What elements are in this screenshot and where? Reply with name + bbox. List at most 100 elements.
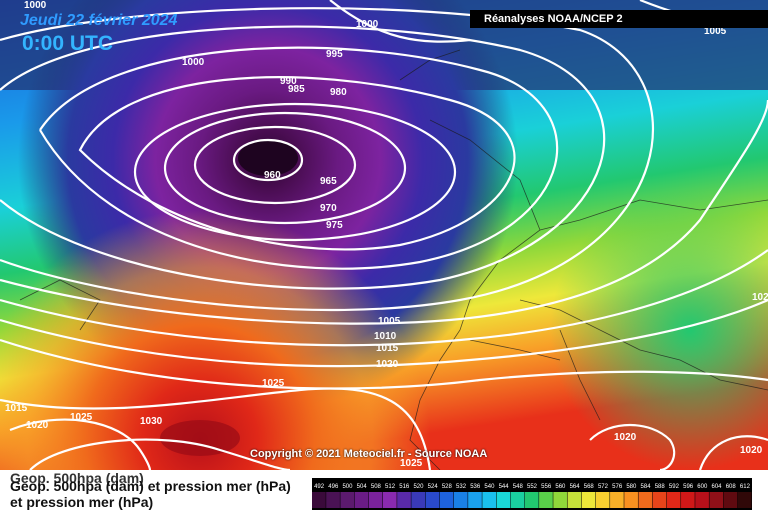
color-scale-label: 564 (570, 484, 581, 490)
coastlines (19, 49, 768, 471)
color-scale-swatch (326, 492, 340, 508)
color-scale-label: 520 (413, 484, 424, 490)
isobar-label: 1020 (614, 432, 637, 443)
color-scale-label: 596 (683, 484, 694, 490)
isobar-label: 965 (320, 176, 337, 187)
isobar-label: 1005 (378, 316, 401, 327)
color-scale-swatch (539, 492, 553, 508)
map-date: Jeudi 22 février 2024 (20, 12, 178, 29)
color-scale-swatch (595, 492, 610, 508)
color-scale-swatch (524, 492, 539, 508)
legend-title-line2: Geop. 500hpa (dam) et pression mer (hPa) (10, 478, 291, 494)
color-scale-swatch (354, 492, 369, 508)
isobar-label: 1015 (5, 403, 28, 414)
isobar-label: 1000 (356, 19, 379, 30)
color-scale-label: 544 (499, 484, 510, 490)
color-scale-label: 492 (314, 484, 325, 490)
color-scale-swatch (382, 492, 397, 508)
color-scale-swatch (610, 492, 624, 508)
isobar-label: 102 (752, 292, 768, 303)
color-scale-label: 592 (669, 484, 680, 490)
color-scale-swatch (340, 492, 355, 508)
color-scale-label: 500 (342, 484, 353, 490)
color-scale-label: 524 (428, 484, 439, 490)
color-scale-swatch (510, 492, 525, 508)
color-scale-swatch (737, 492, 752, 508)
color-scale-label: 572 (598, 484, 609, 490)
color-scale-label: 528 (442, 484, 453, 490)
color-scale-swatch (638, 492, 653, 508)
isobar-label: 1020 (376, 359, 399, 370)
copyright-credit: Copyright © 2021 Meteociel.fr - Source N… (250, 448, 488, 460)
isobar-label: 1005 (704, 26, 727, 37)
color-scale-label: 584 (641, 484, 652, 490)
color-scale-label: 608 (726, 484, 737, 490)
isobar-lines (0, 0, 768, 472)
color-scale-label: 532 (456, 484, 467, 490)
color-scale-label: 512 (385, 484, 396, 490)
isobar-label: 1010 (374, 331, 397, 342)
color-scale-swatch (468, 492, 482, 508)
isobar-label: 1030 (140, 416, 163, 427)
isobar-label: 970 (320, 203, 337, 214)
color-scale-swatch (482, 492, 497, 508)
legend-title-line1: Geop. 500hpa (dam) (10, 470, 144, 486)
color-scale-label: 612 (740, 484, 751, 490)
isobar-label: 1025 (70, 412, 93, 423)
color-scale-swatch (553, 492, 567, 508)
color-scale-label: 548 (513, 484, 524, 490)
data-source-label: Réanalyses NOAA/NCEP 2 (470, 10, 768, 28)
color-scale-swatch (368, 492, 383, 508)
legend-title-line3: et pression mer (hPa) (10, 494, 154, 510)
color-scale-swatch (681, 492, 695, 508)
isobar-labels: 1000 1000 1000 995 990 985 980 960 965 9… (5, 0, 768, 469)
isobar-label: 960 (264, 170, 281, 181)
color-scale-swatch (652, 492, 667, 508)
isobar-label: 1025 (262, 378, 285, 389)
legend-footer: Geop. 500hpa (dam) Geop. 500hpa (dam) et… (0, 470, 768, 512)
color-scale-label: 588 (655, 484, 666, 490)
isobar-label: 1000 (24, 0, 47, 11)
color-scale-label: 604 (712, 484, 723, 490)
color-scale-label: 552 (527, 484, 538, 490)
color-scale-label: 576 (612, 484, 623, 490)
color-scale-swatch (581, 492, 596, 508)
color-scale-swatch (709, 492, 724, 508)
map-time: 0:00 UTC (22, 32, 114, 55)
color-scale-label: 516 (399, 484, 410, 490)
color-scale-label: 556 (541, 484, 552, 490)
isobar-label: 990 (280, 76, 297, 87)
isobar-label: 1000 (182, 57, 205, 68)
color-scale-label: 580 (626, 484, 637, 490)
isobar-label: 995 (326, 49, 343, 60)
isobar-label: 980 (330, 87, 347, 98)
color-scale-swatch (411, 492, 426, 508)
color-scale-label: 508 (371, 484, 382, 490)
isobar-label: 1025 (400, 458, 423, 469)
color-scale-label: 560 (555, 484, 566, 490)
color-scale-swatch (666, 492, 681, 508)
isobar-label: 985 (288, 84, 305, 95)
isobar-label: 975 (326, 220, 343, 231)
color-scale-swatch (624, 492, 638, 508)
isobar-label: 1015 (376, 343, 399, 354)
color-scale-label: 600 (697, 484, 708, 490)
color-scale-swatch (439, 492, 454, 508)
color-scale: 492 496 500 504 508 512 516 520 524 528 532 536 540 5… (312, 478, 752, 510)
color-scale-swatch (397, 492, 411, 508)
color-scale-swatch (567, 492, 582, 508)
color-scale-swatch (425, 492, 440, 508)
color-scale-label: 536 (470, 484, 481, 490)
color-scale-label: 496 (328, 484, 339, 490)
color-scale-label: 504 (357, 484, 368, 490)
color-scale-swatch (312, 492, 326, 508)
color-scale-swatch (723, 492, 738, 508)
color-scale-swatch (453, 492, 468, 508)
isobar-label: 1020 (26, 420, 49, 431)
color-scale-swatch (695, 492, 709, 508)
color-scale-swatch (496, 492, 511, 508)
color-scale-label: 568 (584, 484, 595, 490)
isobar-label: 1020 (740, 445, 763, 456)
color-scale-label: 540 (484, 484, 495, 490)
